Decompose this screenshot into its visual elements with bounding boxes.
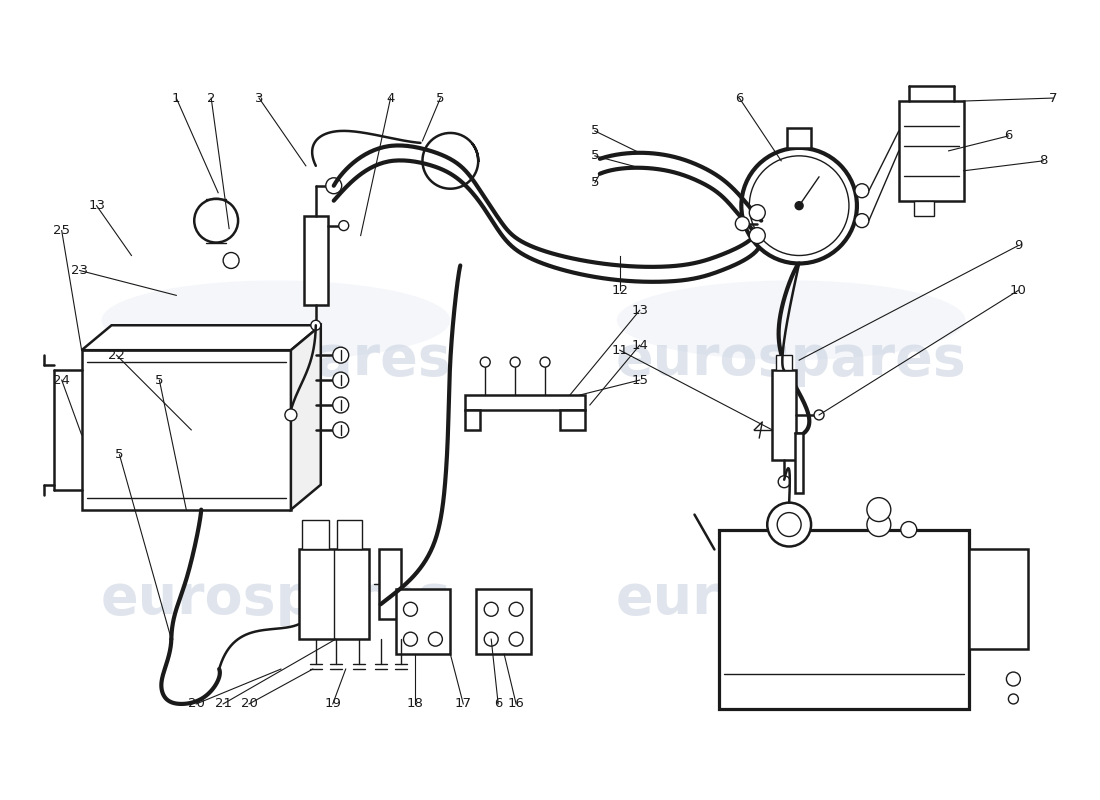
- Circle shape: [339, 221, 349, 230]
- Circle shape: [814, 410, 824, 420]
- Text: 1: 1: [172, 91, 180, 105]
- Text: 7: 7: [1049, 91, 1057, 105]
- Circle shape: [741, 148, 857, 263]
- Bar: [560, 410, 585, 430]
- Text: 23: 23: [72, 264, 88, 277]
- Text: eurospares: eurospares: [100, 572, 451, 626]
- Bar: [476, 590, 531, 654]
- Text: 17: 17: [454, 698, 472, 710]
- Bar: [899, 101, 964, 201]
- Ellipse shape: [101, 281, 450, 360]
- Circle shape: [509, 632, 524, 646]
- Text: 19: 19: [324, 698, 341, 710]
- Circle shape: [510, 357, 520, 367]
- Circle shape: [404, 602, 418, 616]
- Circle shape: [484, 632, 498, 646]
- Bar: [396, 590, 450, 654]
- Text: eurospares: eurospares: [616, 572, 967, 626]
- Circle shape: [428, 632, 442, 646]
- Bar: [968, 550, 1028, 649]
- Text: 24: 24: [53, 374, 70, 386]
- Bar: [465, 395, 585, 410]
- Text: 9: 9: [1014, 239, 1023, 252]
- Text: 21: 21: [214, 698, 232, 710]
- Circle shape: [867, 498, 891, 522]
- Bar: [304, 216, 328, 306]
- Text: 13: 13: [88, 199, 106, 212]
- Circle shape: [481, 357, 491, 367]
- Circle shape: [333, 372, 349, 388]
- Text: 13: 13: [631, 304, 648, 317]
- Bar: [299, 550, 369, 639]
- Circle shape: [855, 214, 869, 228]
- Text: 22: 22: [108, 349, 125, 362]
- Text: 5: 5: [116, 448, 124, 462]
- Text: 14: 14: [631, 338, 648, 352]
- Text: 5: 5: [591, 125, 600, 138]
- Bar: [914, 201, 934, 216]
- Circle shape: [749, 228, 766, 243]
- Circle shape: [749, 156, 849, 255]
- Circle shape: [867, 513, 891, 537]
- Text: 18: 18: [407, 698, 424, 710]
- Circle shape: [736, 217, 749, 230]
- Circle shape: [223, 253, 239, 269]
- Text: eurospares: eurospares: [616, 333, 967, 387]
- Bar: [81, 350, 290, 510]
- Ellipse shape: [617, 281, 966, 360]
- Text: 16: 16: [508, 698, 525, 710]
- Bar: [788, 128, 811, 148]
- Text: 5: 5: [155, 374, 164, 386]
- Text: 25: 25: [53, 224, 70, 237]
- Text: 4: 4: [386, 91, 395, 105]
- Text: 20: 20: [188, 698, 205, 710]
- Bar: [719, 530, 968, 709]
- Text: 15: 15: [631, 374, 648, 386]
- Text: 12: 12: [612, 284, 628, 297]
- Bar: [301, 519, 329, 550]
- Text: 11: 11: [612, 344, 628, 357]
- Circle shape: [509, 602, 524, 616]
- Circle shape: [195, 198, 238, 242]
- Text: 2: 2: [207, 91, 216, 105]
- Text: 5: 5: [591, 150, 600, 162]
- Circle shape: [333, 397, 349, 413]
- Circle shape: [1009, 694, 1019, 704]
- Circle shape: [778, 513, 801, 537]
- Circle shape: [311, 320, 321, 330]
- Bar: [777, 355, 792, 370]
- Circle shape: [285, 409, 297, 421]
- Bar: [465, 410, 481, 430]
- Text: eurospares: eurospares: [100, 333, 451, 387]
- Circle shape: [540, 357, 550, 367]
- Polygon shape: [81, 326, 321, 350]
- Circle shape: [855, 184, 869, 198]
- Circle shape: [333, 422, 349, 438]
- Circle shape: [484, 602, 498, 616]
- Text: 10: 10: [1010, 284, 1026, 297]
- Text: 6: 6: [494, 698, 503, 710]
- Text: 5: 5: [436, 91, 444, 105]
- Text: 6: 6: [735, 91, 744, 105]
- Circle shape: [402, 590, 411, 599]
- Circle shape: [326, 178, 342, 194]
- Bar: [378, 550, 400, 619]
- Bar: [795, 433, 803, 493]
- Circle shape: [333, 347, 349, 363]
- Circle shape: [901, 522, 916, 538]
- Text: 20: 20: [241, 698, 257, 710]
- Text: 3: 3: [255, 91, 263, 105]
- Circle shape: [778, 476, 790, 488]
- Bar: [772, 370, 796, 460]
- Polygon shape: [290, 326, 321, 510]
- Text: 6: 6: [1004, 130, 1013, 142]
- Circle shape: [767, 502, 811, 546]
- Circle shape: [795, 202, 803, 210]
- Circle shape: [404, 632, 418, 646]
- Circle shape: [749, 205, 766, 221]
- Text: 8: 8: [1040, 154, 1047, 167]
- Circle shape: [1006, 672, 1021, 686]
- Text: 5: 5: [591, 176, 600, 190]
- Bar: [337, 519, 362, 550]
